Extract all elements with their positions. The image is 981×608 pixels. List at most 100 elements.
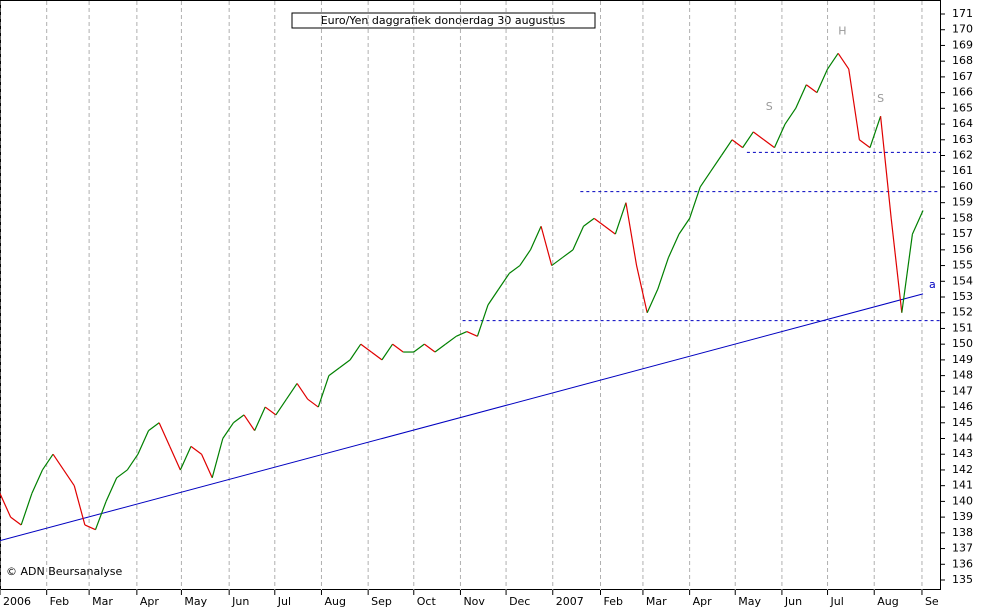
price-segment (561, 249, 574, 259)
y-tick-label: 147 (952, 384, 973, 397)
price-segment (445, 335, 457, 345)
y-tick-label: 160 (952, 180, 973, 193)
y-tick-label: 169 (952, 38, 973, 51)
price-segment (413, 343, 425, 353)
y-tick-label: 158 (952, 211, 973, 224)
price-segment (604, 225, 616, 235)
price-segment (625, 202, 638, 266)
x-tick-label: Apr (693, 595, 713, 608)
y-tick-label: 171 (952, 7, 973, 20)
y-tick-label: 145 (952, 416, 973, 429)
y-tick-label: 135 (952, 573, 973, 586)
price-segment (349, 343, 362, 361)
y-tick-label: 154 (952, 274, 973, 287)
x-tick-label: Aug (877, 595, 898, 608)
price-segment (211, 438, 224, 478)
price-segment (201, 453, 213, 479)
plot-frame (0, 0, 941, 590)
pattern-label: S (766, 100, 773, 113)
price-segment (0, 493, 12, 518)
price-segment (699, 170, 712, 188)
price-segment (148, 422, 160, 432)
price-segment (540, 226, 553, 266)
x-tick-label: Jul (277, 595, 291, 608)
price-segment (837, 52, 850, 70)
price-segment (476, 304, 489, 337)
y-tick-label: 161 (952, 164, 973, 177)
price-segment (73, 485, 86, 526)
price-segment (614, 202, 627, 235)
y-tick-label: 156 (952, 243, 973, 256)
y-tick-label: 143 (952, 447, 973, 460)
y-tick-label: 141 (952, 479, 973, 492)
price-segment (508, 265, 521, 274)
trendline (0, 293, 924, 542)
x-tick-label: May (738, 595, 761, 608)
price-segment (317, 375, 330, 408)
price-segment (657, 257, 669, 290)
y-tick-label: 163 (952, 133, 973, 146)
y-tick-label: 168 (952, 54, 973, 67)
price-segment (890, 218, 903, 313)
y-tick-label: 148 (952, 369, 973, 382)
y-tick-label: 142 (952, 463, 973, 476)
y-tick-label: 152 (952, 306, 973, 319)
price-segment (10, 516, 22, 526)
x-tick-label: Mar (646, 595, 667, 608)
price-segment (307, 398, 319, 408)
price-segment (275, 398, 287, 416)
price-segment (869, 116, 882, 148)
price-segment (816, 68, 829, 93)
price-segment (593, 217, 606, 227)
y-tick-label: 138 (952, 526, 973, 539)
y-tick-label: 150 (952, 337, 973, 350)
price-segment (158, 422, 171, 447)
x-tick-label: Apr (140, 595, 160, 608)
pattern-label: H (838, 24, 846, 37)
x-tick-label: Jun (784, 595, 802, 608)
price-segment (243, 414, 256, 431)
price-segment (752, 131, 765, 141)
price-segment (20, 493, 33, 526)
x-tick-label: Jun (231, 595, 249, 608)
price-segment (31, 469, 43, 494)
y-tick-label: 155 (952, 259, 973, 272)
x-tick-label: Dec (509, 595, 530, 608)
price-segment (424, 343, 436, 353)
price-segment (859, 139, 871, 149)
price-segment (233, 414, 245, 424)
price-segment (52, 453, 65, 471)
x-tick-label: Oct (417, 595, 437, 608)
y-tick-label: 162 (952, 149, 973, 162)
price-segment (179, 446, 192, 471)
price-segment (190, 445, 202, 455)
x-tick-label: Feb (50, 595, 69, 608)
price-segment (911, 210, 924, 235)
price-segment (678, 218, 691, 235)
x-tick-label: May (184, 595, 207, 608)
price-segment (105, 477, 118, 502)
source: © ADN Beursanalyse (6, 565, 123, 578)
price-segment (795, 84, 807, 109)
y-tick-label: 136 (952, 557, 973, 570)
y-tick-label: 166 (952, 86, 973, 99)
price-segment (689, 186, 701, 219)
price-segment (434, 343, 446, 353)
price-segment (392, 343, 404, 353)
price-segment (84, 524, 96, 531)
price-segment (848, 68, 860, 140)
price-segment (551, 257, 563, 267)
y-tick-label: 164 (952, 117, 973, 130)
price-segment (94, 501, 107, 530)
price-segment (519, 249, 531, 266)
price-segment (583, 217, 595, 227)
y-tick-label: 139 (952, 510, 973, 523)
trendline-label: a (929, 278, 936, 291)
price-segment (773, 123, 786, 148)
y-tick-label: 137 (952, 542, 973, 555)
price-segment (805, 84, 818, 94)
x-tick-label: Nov (463, 595, 485, 608)
x-tick-label: Sep (371, 595, 392, 608)
x-tick-label: 2006 (3, 595, 31, 608)
